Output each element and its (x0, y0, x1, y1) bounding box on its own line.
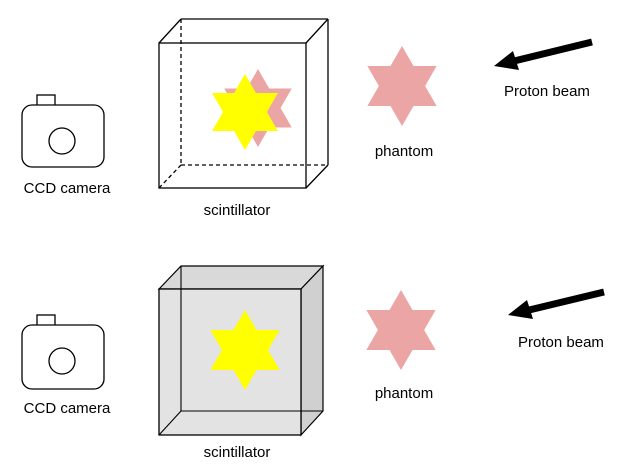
bottom-ccd-camera: CCD camera (21, 314, 111, 417)
arrow-left-icon (494, 38, 593, 70)
bottom-proton-beam: Proton beam (508, 288, 605, 351)
bottom-beam-label: Proton beam (518, 334, 604, 351)
top-ccd-camera: CCD camera (21, 94, 111, 197)
top-scintillator-label: scintillator (204, 202, 271, 219)
top-proton-beam: Proton beam (494, 38, 593, 100)
bottom-phantom: phantom (366, 290, 436, 402)
camera-icon (21, 94, 105, 168)
bottom-phantom-star (366, 290, 436, 370)
top-phantom-star (367, 46, 437, 126)
top-phantom-label: phantom (375, 143, 433, 160)
bottom-scintillator-label: scintillator (204, 444, 271, 461)
top-panel: CCD camera scintill (21, 18, 593, 219)
bottom-phantom-label: phantom (375, 385, 433, 402)
bottom-scintillator: scintillator (157, 264, 325, 461)
bottom-camera-label: CCD camera (24, 400, 111, 417)
top-scintillator: scintillator (158, 18, 329, 219)
camera-icon (21, 314, 105, 390)
arrow-left-icon (508, 288, 605, 319)
top-beam-label: Proton beam (504, 83, 590, 100)
bottom-panel: CCD camera scintillator phantom (21, 264, 605, 461)
top-phantom: phantom (367, 46, 437, 160)
top-camera-label: CCD camera (24, 180, 111, 197)
